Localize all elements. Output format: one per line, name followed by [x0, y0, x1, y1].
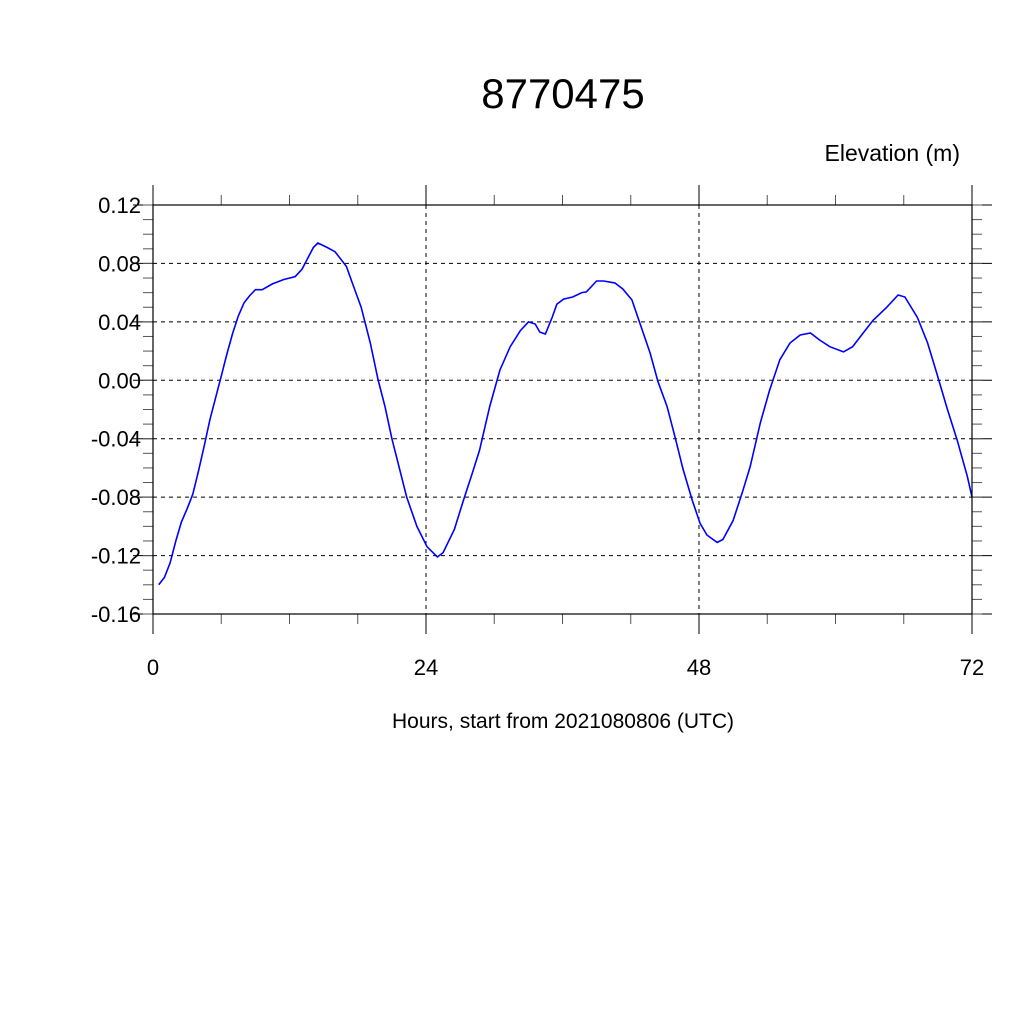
y-tick-label: -0.12	[91, 544, 141, 569]
elevation-line	[158, 242, 973, 586]
x-axis-label: Hours, start from 2021080806 (UTC)	[392, 710, 734, 733]
x-tick-label: 48	[687, 655, 711, 680]
x-tick-label: 72	[960, 655, 984, 680]
x-tick-label: 0	[147, 655, 159, 680]
y-tick-labels: -0.16 -0.12 -0.08 -0.04 0.00 0.04 0.08 0.12	[91, 193, 141, 627]
y-tick-label: 0.08	[98, 251, 141, 276]
plot-frame	[152, 204, 973, 615]
y-tick-label: 0.00	[98, 368, 141, 393]
y-tick-label: -0.16	[91, 602, 141, 627]
grid-lines	[153, 204, 972, 615]
x-tick-label: 24	[414, 655, 438, 680]
y-tick-label: 0.12	[98, 193, 141, 218]
y-tick-label: 0.04	[98, 310, 141, 335]
y-tick-label: -0.04	[91, 427, 141, 452]
y-tick-label: -0.08	[91, 485, 141, 510]
y-axis-label: Elevation (m)	[825, 140, 960, 166]
chart-title: 8770475	[481, 70, 645, 117]
x-tick-labels: 0 24 48 72	[147, 655, 984, 680]
tick-marks	[133, 185, 992, 634]
